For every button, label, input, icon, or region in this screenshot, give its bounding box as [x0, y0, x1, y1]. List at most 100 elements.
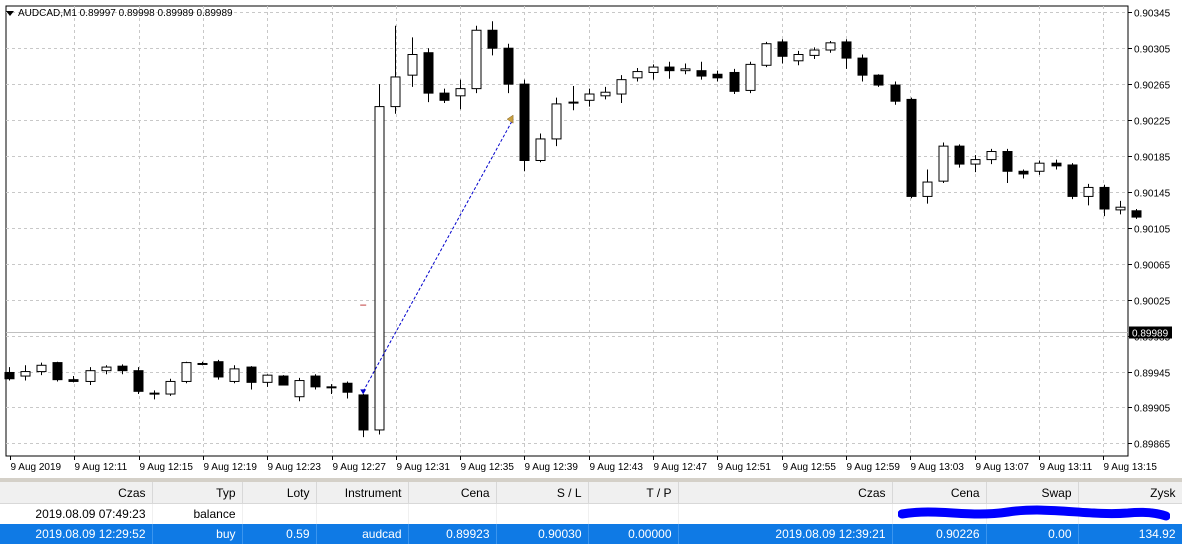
- candle-bear: [519, 83, 530, 161]
- candle-bull: [938, 145, 949, 182]
- chart-title: AUDCAD,M1 0.89997 0.89998 0.89989 0.8998…: [6, 8, 233, 19]
- time-label: 9 Aug 13:03: [911, 462, 965, 473]
- price-label: 0.90305: [1134, 45, 1171, 56]
- candle-bear: [4, 371, 15, 380]
- panel-separator[interactable]: [0, 478, 1182, 482]
- time-label: 9 Aug 12:39: [525, 462, 579, 473]
- candle-bull: [616, 79, 627, 95]
- cell-price: 0.89923: [408, 524, 497, 544]
- candle-bull: [648, 66, 659, 73]
- candle-bull: [551, 103, 562, 140]
- candle-bear: [246, 366, 257, 383]
- plot-area: [5, 5, 1129, 457]
- time-label: 9 Aug 12:55: [783, 462, 837, 473]
- trades-table: Czas Typ Loty Instrument Cena S / L T / …: [0, 482, 1182, 544]
- column-header-close-time[interactable]: Czas: [678, 482, 893, 504]
- column-header-zysk[interactable]: Zysk: [1078, 482, 1182, 504]
- candle-bear: [696, 70, 707, 77]
- cell-instrument: [316, 503, 409, 524]
- cell-swap: 0.00: [986, 524, 1079, 544]
- column-header-czas[interactable]: Czas: [0, 482, 153, 504]
- price-chart[interactable]: 0.90345 0.90305 0.90265 0.90225 0.90185 0.901…: [0, 0, 1182, 478]
- cell-lots: 0.59: [242, 524, 317, 544]
- price-label: 0.90105: [1134, 225, 1171, 236]
- cell-time: 2019.08.09 07:49:23: [0, 503, 153, 524]
- candle-bull: [165, 380, 176, 395]
- price-label: 0.90185: [1134, 153, 1171, 164]
- price-label: 0.90025: [1134, 297, 1171, 308]
- trade-line: [362, 118, 514, 392]
- candle-bull: [390, 76, 401, 108]
- candle-bull: [535, 138, 546, 161]
- candle-bear: [68, 379, 79, 382]
- candle-bear: [1002, 151, 1013, 172]
- column-header-loty[interactable]: Loty: [242, 482, 317, 504]
- candle-bear: [1051, 162, 1062, 167]
- time-label: 9 Aug 12:35: [461, 462, 515, 473]
- cell-profit: 134.92: [1078, 524, 1182, 544]
- candle-bull: [1115, 206, 1126, 211]
- candle-bull: [374, 106, 385, 431]
- candle-bull: [761, 43, 772, 66]
- cell-close-price: 0.90226: [892, 524, 987, 544]
- candle-bear: [777, 41, 788, 57]
- candle-bear: [906, 98, 917, 197]
- candle-bull: [294, 380, 305, 398]
- candle-bear: [890, 84, 901, 102]
- candle-bull: [632, 71, 643, 79]
- table-header-row: Czas Typ Loty Instrument Cena S / L T / …: [0, 482, 1182, 504]
- candle-bear: [954, 145, 965, 165]
- trade-exit-marker: [506, 114, 514, 124]
- candle-bear: [213, 361, 224, 378]
- time-label: 9 Aug 12:15: [140, 462, 194, 473]
- column-header-tp[interactable]: T / P: [588, 482, 679, 504]
- dropdown-triangle-icon[interactable]: [6, 10, 14, 16]
- candle-bear: [857, 57, 868, 76]
- time-label: 9 Aug 12:43: [590, 462, 644, 473]
- chart-title-text: AUDCAD,M1 0.89997 0.89998 0.89989 0.8998…: [18, 8, 233, 19]
- candle-bull: [471, 29, 482, 90]
- column-header-swap[interactable]: Swap: [986, 482, 1079, 504]
- price-label: 0.89945: [1134, 369, 1171, 380]
- candle-bull: [680, 68, 691, 72]
- candle-bear: [487, 29, 498, 49]
- price-label: 0.90145: [1134, 189, 1171, 200]
- time-label: 9 Aug 12:47: [654, 462, 708, 473]
- candle-bull: [584, 93, 595, 101]
- candle-bear: [133, 370, 144, 392]
- candle-bear: [712, 73, 723, 79]
- candlestick-chart[interactable]: 0.90345 0.90305 0.90265 0.90225 0.90185 0.901…: [0, 0, 1182, 478]
- cell-instrument: audcad: [316, 524, 409, 544]
- cell-sl: 0.90030: [496, 524, 589, 544]
- column-header-sl[interactable]: S / L: [496, 482, 589, 504]
- time-label: 9 Aug 12:11: [75, 462, 128, 473]
- candle-bull: [970, 159, 981, 165]
- column-header-close-price[interactable]: Cena: [892, 482, 987, 504]
- candle-bear: [423, 52, 434, 94]
- price-label: 0.90065: [1134, 261, 1171, 272]
- candle-bull: [262, 374, 273, 383]
- cell-type: buy: [152, 524, 243, 544]
- candle-bear: [1018, 170, 1029, 175]
- time-label: 9 Aug 12:27: [333, 462, 387, 473]
- cell-type: balance: [152, 503, 243, 524]
- time-label: 9 Aug 13:11: [1040, 462, 1093, 473]
- candle-bull: [809, 49, 820, 56]
- candle-bull: [1034, 162, 1045, 172]
- time-label: 9 Aug 12:51: [718, 462, 772, 473]
- time-label: 9 Aug 13:15: [1104, 462, 1158, 473]
- column-header-typ[interactable]: Typ: [152, 482, 243, 504]
- column-header-instrument[interactable]: Instrument: [316, 482, 409, 504]
- candle-bull: [101, 366, 112, 372]
- candle-bear: [1099, 186, 1110, 210]
- candle-bull: [1083, 186, 1094, 197]
- candle-bear: [1131, 210, 1142, 218]
- candle-bear: [1067, 164, 1078, 197]
- candle-bull: [568, 101, 579, 104]
- table-row[interactable]: 2019.08.09 12:29:52 buy 0.59 audcad 0.89…: [0, 524, 1182, 544]
- candle-bear: [278, 375, 289, 386]
- price-label: 0.90265: [1134, 81, 1171, 92]
- cell-close-time: [678, 503, 893, 524]
- column-header-cena[interactable]: Cena: [408, 482, 497, 504]
- candle-bear: [358, 394, 369, 431]
